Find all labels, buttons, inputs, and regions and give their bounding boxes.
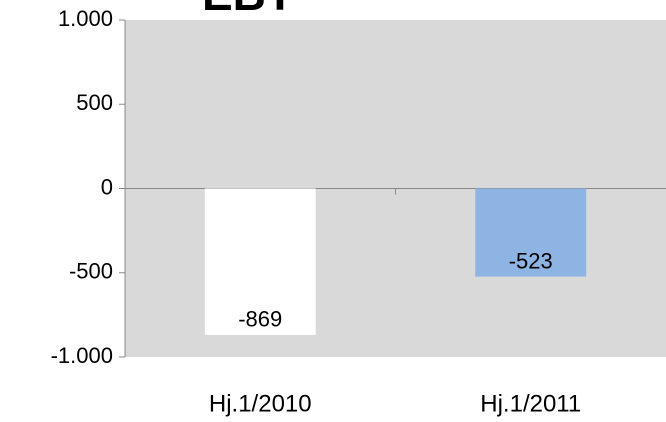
y-tick-label: -500 xyxy=(69,259,113,284)
y-tick-label: 0 xyxy=(101,174,113,199)
y-tick-label: 1.000 xyxy=(58,6,113,31)
data-label: -869 xyxy=(238,307,282,332)
bar xyxy=(475,188,587,277)
y-tick-label: 500 xyxy=(76,90,113,115)
x-tick-label: Hj.1/2011 xyxy=(480,390,581,417)
data-label: -523 xyxy=(509,248,553,273)
x-tick-label: Hj.1/2010 xyxy=(209,390,312,417)
y-tick-label: -1.000 xyxy=(51,343,113,368)
chart-title: EBT xyxy=(202,0,294,20)
bar xyxy=(204,188,316,335)
